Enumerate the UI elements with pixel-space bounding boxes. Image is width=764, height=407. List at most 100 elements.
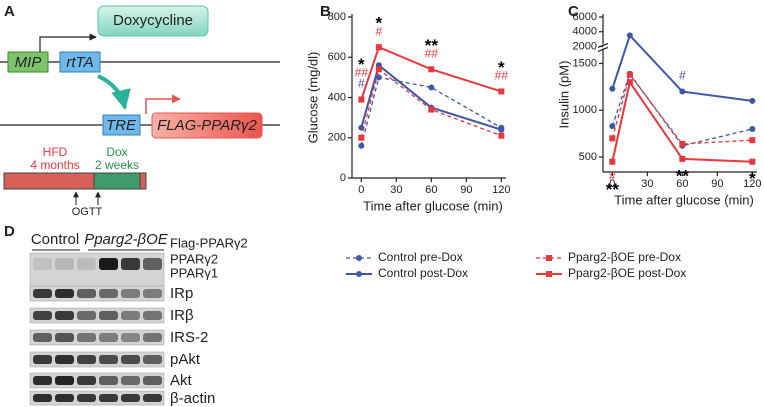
data-point — [375, 66, 382, 73]
blot-band — [33, 376, 52, 385]
blot-row-label: β-actin — [170, 390, 215, 407]
series-line — [611, 79, 753, 163]
y-tick-label: 400 — [328, 91, 346, 103]
series-line — [360, 63, 502, 131]
blot-band — [77, 394, 96, 402]
data-point — [749, 97, 756, 104]
data-point — [749, 158, 756, 165]
blot-row-label: IRS-2 — [170, 329, 208, 346]
blot-row-label: pAkt — [170, 351, 201, 368]
x-axis-title: Time after glucose (min) — [614, 192, 754, 207]
annotation: ## — [495, 69, 509, 83]
y-tick-label: 1000 — [573, 104, 597, 116]
series-line — [611, 33, 753, 102]
y-tick-label: 4000 — [573, 26, 597, 38]
y-tick-label: 6000 — [573, 11, 597, 23]
timeline-bar — [93, 172, 141, 190]
blot-band — [33, 355, 52, 364]
x-tick-label: 30 — [641, 178, 653, 190]
series-line — [360, 68, 502, 138]
x-tick-label: 0 — [609, 178, 615, 190]
annotation: # — [679, 69, 686, 83]
blot-band — [121, 355, 140, 364]
legend-label: Control pre-Dox — [378, 250, 463, 264]
data-point — [626, 71, 633, 78]
blot-band — [77, 289, 96, 298]
y-tick-label: 1500 — [573, 57, 597, 69]
drug-box — [97, 5, 209, 37]
timeline-label: Dox — [106, 145, 127, 159]
data-point — [626, 32, 633, 39]
panel-label: D — [4, 223, 15, 240]
blot-band — [33, 289, 52, 298]
timeline-bar — [139, 172, 147, 190]
series-line — [611, 73, 753, 145]
blot-band — [33, 333, 52, 342]
blot-row-label: Flag-PPARγ2 — [170, 235, 248, 250]
timeline-label: 4 months — [30, 158, 79, 172]
timeline-label: HFD — [43, 145, 68, 159]
annotation: ** — [425, 36, 439, 55]
x-tick-label: 0 — [358, 184, 364, 196]
blot-band — [33, 258, 52, 270]
group-label: Control — [31, 231, 79, 248]
blot-band — [99, 289, 118, 298]
legend-marker — [356, 271, 362, 277]
gene-label: rtTA — [66, 54, 93, 71]
blot-band — [99, 394, 118, 402]
series-line — [360, 76, 502, 146]
data-point — [609, 123, 616, 130]
timeline-bar — [3, 172, 95, 190]
blot-band — [77, 333, 96, 342]
western-blot: Control Pparg2-βOE Flag-PPARγ2PPARγ2PPAR… — [29, 231, 248, 407]
blot-band — [143, 258, 162, 270]
data-point — [626, 79, 633, 86]
blot-band — [121, 258, 140, 270]
timeline-label: 2 weeks — [95, 158, 139, 172]
data-point — [428, 106, 435, 113]
blot-row-label: PPARγ2 — [170, 251, 218, 266]
gene-label: TRE — [106, 117, 137, 134]
blot-band — [33, 394, 52, 402]
annotation: * — [498, 58, 505, 77]
blot-band — [99, 355, 118, 364]
annotation: # — [358, 77, 365, 91]
x-tick-label: 60 — [425, 184, 437, 196]
x-tick-label: 90 — [460, 184, 472, 196]
data-point — [679, 140, 686, 147]
axis-break — [597, 46, 609, 53]
blot-band — [121, 333, 140, 342]
data-point — [375, 44, 382, 51]
chart: 500 1000 1500 2000 4000 6000 0 30 60 90 120 Time af… — [556, 11, 761, 208]
blot-row-label: Akt — [170, 372, 193, 389]
promoter-label: MIP — [15, 54, 42, 71]
blot-band — [143, 333, 162, 342]
blot-band — [55, 289, 74, 298]
data-point — [358, 142, 365, 149]
annotation: * — [358, 55, 365, 74]
x-tick-label: 120 — [743, 178, 761, 190]
blot-band — [99, 333, 118, 342]
blot-band — [77, 355, 96, 364]
y-tick-label: 600 — [328, 51, 346, 63]
blot-band — [99, 258, 118, 270]
panel-label: A — [4, 3, 15, 20]
blot-band — [55, 258, 74, 270]
legend-label: Pparg2-βOE pre-Dox — [568, 250, 681, 264]
data-point — [358, 124, 365, 131]
blot-band — [55, 394, 74, 402]
y-tick-label: 500 — [579, 151, 597, 163]
data-point — [358, 134, 365, 141]
blot-row-label: IRβ — [170, 307, 194, 324]
blot-band — [143, 394, 162, 402]
y-axis-title: Glucose (mg/dl) — [305, 52, 320, 144]
blot-band — [55, 311, 74, 320]
annotation: * — [376, 14, 383, 33]
legend-marker — [546, 255, 552, 261]
y-axis-title: Insulin (pM) — [556, 61, 571, 129]
data-point — [498, 132, 505, 139]
panel-label: B — [320, 3, 331, 20]
gene-box — [102, 114, 141, 136]
y-tick-label: 0 — [340, 172, 346, 184]
